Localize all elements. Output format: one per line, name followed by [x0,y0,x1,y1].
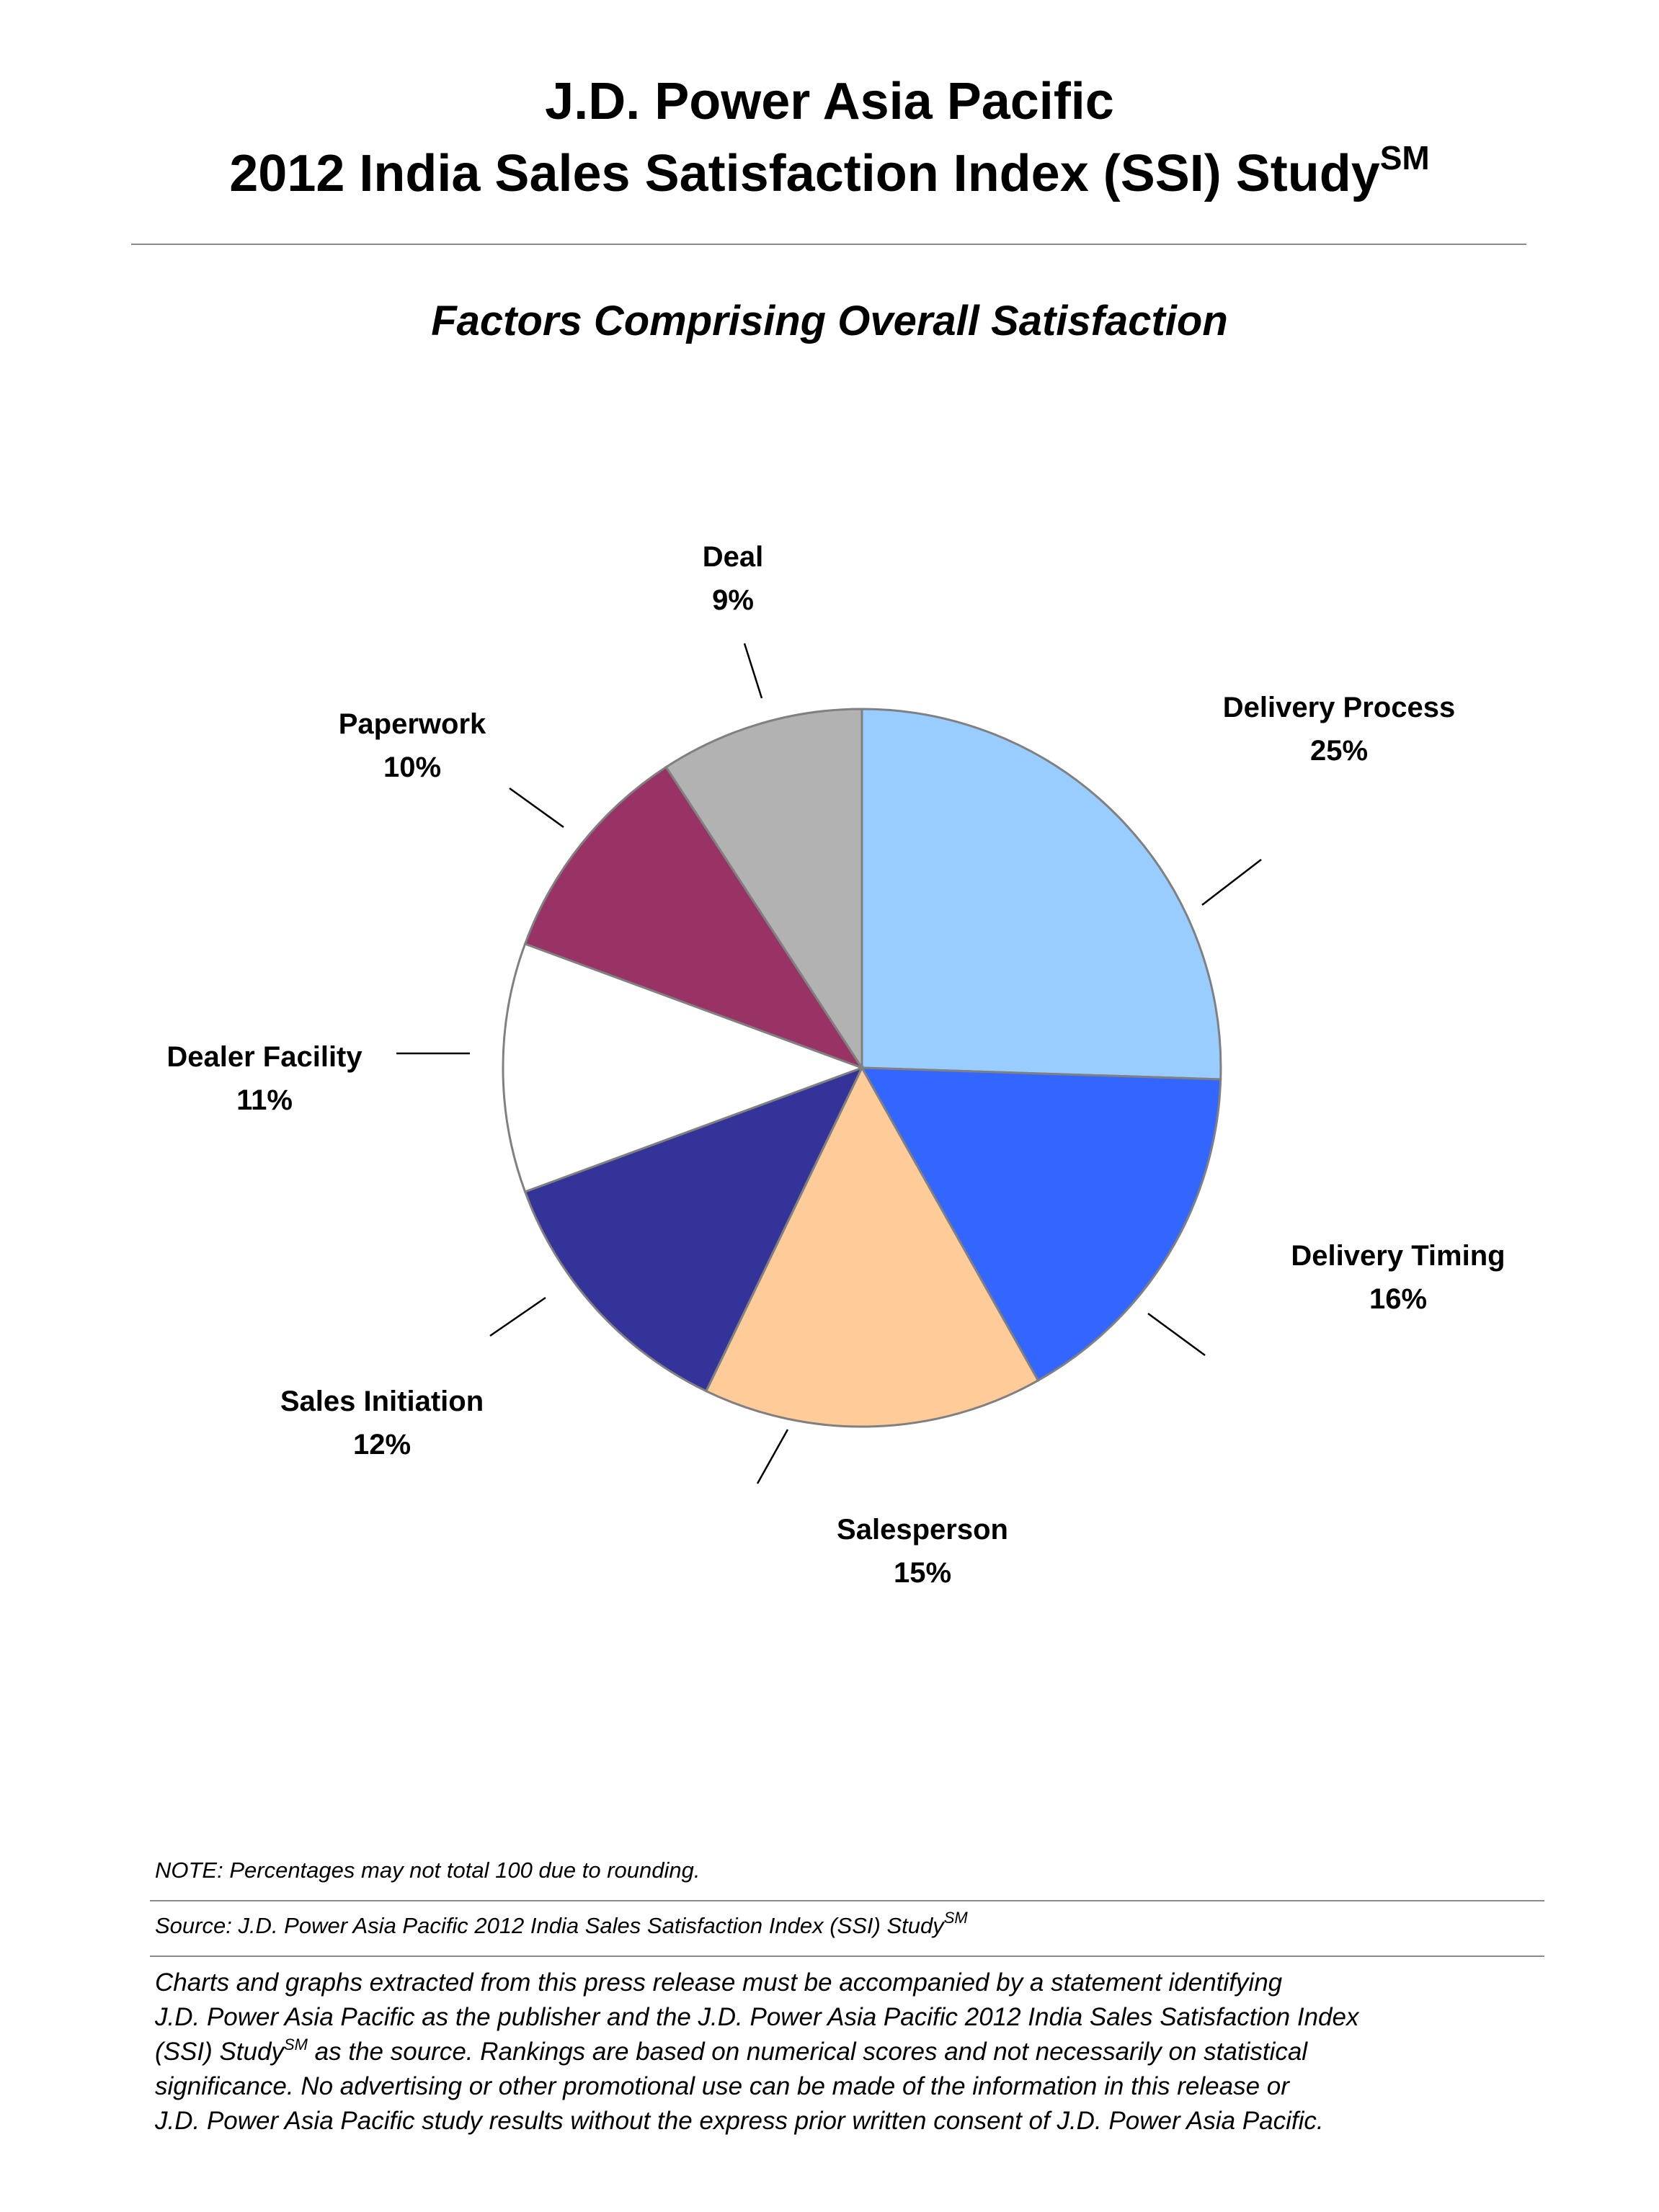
slice-label-name: Deal [703,541,764,573]
disclaimer-line: Charts and graphs extracted from this pr… [155,1968,1283,1997]
title-line-2: 2012 India Sales Satisfaction Index (SSI… [229,145,1380,202]
pie-slice-delivery-timing [860,1066,1222,1382]
pie-chart: Delivery Process 25% Delivery Timing 16% Sal… [166,541,1505,1589]
leader-line [756,1429,789,1484]
service-mark: SM [1379,139,1430,177]
page-title: J.D. Power Asia Pacific [0,76,1659,128]
slice-label-value: 16% [1369,1283,1427,1315]
rounding-note: NOTE: Percentages may not total 100 due … [155,1858,700,1883]
disclaimer-line: significance. No advertising or other pr… [155,2072,1289,2100]
pie-slice-sales-initiation [523,1066,864,1393]
slice-label-name: Delivery Process [1223,692,1455,723]
slice-label-value: 12% [353,1429,411,1460]
disclaimer-line: J.D. Power Asia Pacific as the publisher… [155,2003,1359,2031]
disclaimer-line: (SSI) StudySM as the source. Rankings ar… [155,2035,1524,2069]
slice-label: Dealer Facility 11% [166,1041,363,1116]
slice-label-name: Delivery Timing [1291,1240,1505,1272]
slice-label-value: 15% [894,1557,951,1589]
slice-label-name: Sales Initiation [280,1386,484,1417]
slice-label-value: 9% [712,584,754,616]
pie-slices [502,708,1222,1428]
slice-label-value: 10% [383,752,441,783]
disclaimer-text: (SSI) Study [155,2038,284,2066]
disclaimer-line: J.D. Power Asia Pacific study results wi… [155,2107,1324,2135]
slice-labels: Delivery Process 25% Delivery Timing 16% Sal… [166,541,1505,1589]
pie-slice-delivery-process [860,708,1222,1081]
pie-slice-deal [664,708,863,1072]
title-divider [131,244,1526,245]
disclaimer: Charts and graphs extracted from this pr… [155,1966,1524,2139]
leader-line [1147,1312,1206,1357]
page-subtitle-line: 2012 India Sales Satisfaction Index (SSI… [0,141,1659,202]
pie-slice-paperwork [523,765,865,1070]
source-service-mark: SM [943,1909,968,1927]
source-line: Source: J.D. Power Asia Pacific 2012 Ind… [155,1910,968,1939]
leader-line [1201,859,1262,906]
chart-title: Factors Comprising Overall Satisfaction [431,298,1228,344]
slice-label-value: 25% [1310,735,1368,767]
slice-label-name: Dealer Facility [166,1041,363,1073]
disclaimer-text: as the source. Rankings are based on num… [307,2038,1308,2066]
slice-label: Deal 9% [703,541,764,616]
slice-label-name: Paperwork [339,708,486,740]
slice-label: Delivery Timing 16% [1291,1240,1505,1315]
label-leader-lines [396,643,1262,1484]
slice-label-value: 11% [236,1084,293,1116]
slice-label: Paperwork 10% [339,708,486,783]
disclaimer-service-mark: SM [283,2035,308,2053]
slice-label: Salesperson 15% [837,1514,1008,1589]
slice-label: Sales Initiation 12% [280,1386,484,1460]
leader-line [743,643,763,699]
slice-label-name: Salesperson [837,1514,1008,1546]
leader-line [489,1296,546,1337]
source-divider [150,1955,1544,1957]
title-line-1: J.D. Power Asia Pacific [545,73,1114,130]
pie-slice-dealer-facility [502,942,866,1193]
pie-slice-salesperson [704,1065,1040,1428]
leader-line [509,787,564,829]
source-text: Source: J.D. Power Asia Pacific 2012 Ind… [155,1913,944,1938]
note-divider [150,1900,1544,1901]
slice-label: Delivery Process 25% [1223,692,1455,767]
